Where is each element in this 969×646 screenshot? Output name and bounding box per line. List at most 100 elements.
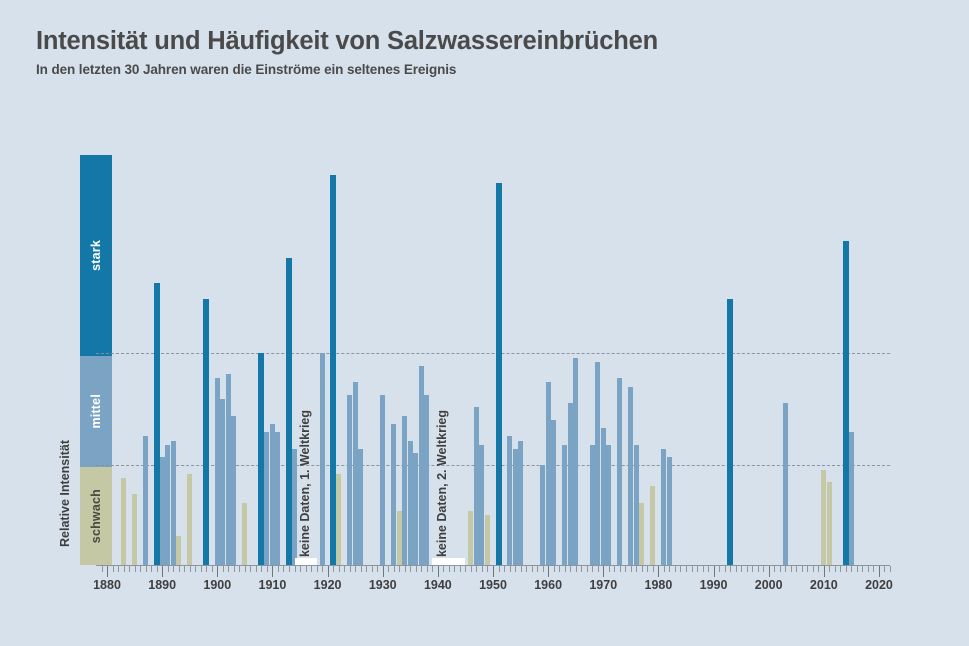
x-tick-1954 <box>515 566 517 572</box>
bar-1975 <box>628 386 634 565</box>
bar-1961 <box>551 419 557 565</box>
x-tick-1904 <box>239 566 241 572</box>
x-tick-1917 <box>311 566 313 572</box>
x-tick-2007 <box>807 566 809 572</box>
bar-1979 <box>650 486 656 565</box>
bar-1893 <box>176 535 182 565</box>
x-tick-2013 <box>840 566 842 572</box>
x-axis-line <box>96 565 890 566</box>
x-tick-1883 <box>123 566 125 572</box>
x-tick-1910 <box>272 566 274 577</box>
y-axis-title: Relative Intensität <box>58 440 72 547</box>
x-tick-1900 <box>217 566 219 577</box>
x-tick-1962 <box>559 566 561 572</box>
bar-1949 <box>484 515 490 565</box>
bar-2015 <box>848 432 854 565</box>
x-tick-1897 <box>200 566 202 572</box>
x-tick-1969 <box>597 566 599 572</box>
x-tick-1908 <box>261 566 263 572</box>
x-tick-1983 <box>674 566 676 572</box>
bar-1909 <box>264 432 270 565</box>
x-tick-1907 <box>255 566 257 572</box>
x-tick-1880 <box>107 566 109 577</box>
bar-2011 <box>826 482 832 565</box>
x-tick-1966 <box>581 566 583 572</box>
x-axis-label-1880: 1880 <box>93 578 121 592</box>
bar-1976 <box>633 444 639 565</box>
bar-1965 <box>573 357 579 565</box>
annotation-world-war-1: keine Daten, 1. Weltkrieg <box>297 409 312 557</box>
x-tick-1929 <box>377 566 379 572</box>
x-tick-2012 <box>834 566 836 572</box>
x-tick-1930 <box>382 566 384 577</box>
bar-1908 <box>258 353 265 565</box>
x-tick-1916 <box>305 566 307 572</box>
bar-1925 <box>352 382 358 565</box>
x-tick-1912 <box>283 566 285 572</box>
x-tick-1914 <box>294 566 296 572</box>
x-tick-2015 <box>851 566 853 572</box>
x-tick-1956 <box>526 566 528 572</box>
x-tick-1970 <box>603 566 605 577</box>
x-tick-1933 <box>399 566 401 572</box>
bar-1969 <box>595 361 601 565</box>
bar-1993 <box>727 299 734 565</box>
x-tick-2011 <box>829 566 831 572</box>
bar-1964 <box>567 403 573 565</box>
page-title: Intensität und Häufigkeit von Salzwasser… <box>36 27 658 55</box>
bar-1919 <box>319 353 325 565</box>
x-tick-1950 <box>493 566 494 577</box>
x-tick-1891 <box>167 566 169 572</box>
bar-1911 <box>275 432 281 565</box>
x-tick-1940 <box>437 566 439 577</box>
x-tick-2004 <box>790 566 792 572</box>
x-tick-2009 <box>818 566 820 572</box>
x-tick-1884 <box>129 566 131 572</box>
x-tick-1888 <box>151 566 153 572</box>
x-tick-1901 <box>222 566 224 572</box>
bar-1960 <box>545 382 551 565</box>
x-axis-label-1900: 1900 <box>203 578 232 592</box>
bar-1932 <box>391 423 397 565</box>
bar-1910 <box>269 423 275 565</box>
x-tick-2002 <box>779 566 781 572</box>
bar-1883 <box>121 477 127 565</box>
bar-1880 <box>104 552 110 565</box>
bar-1947 <box>473 407 479 565</box>
bar-1946 <box>468 511 474 565</box>
x-tick-1972 <box>614 566 616 572</box>
x-tick-1890 <box>162 566 164 577</box>
bar-1938 <box>424 394 430 565</box>
x-tick-2005 <box>796 566 798 572</box>
x-tick-1896 <box>195 566 197 572</box>
x-tick-1977 <box>641 566 643 572</box>
x-tick-2008 <box>812 566 814 572</box>
bar-1900 <box>214 378 220 565</box>
x-tick-2001 <box>774 566 776 572</box>
x-tick-1887 <box>145 566 147 572</box>
bar-1905 <box>242 502 248 565</box>
x-axis-label-1940: 1940 <box>423 578 452 592</box>
x-tick-2000 <box>768 566 770 577</box>
x-tick-1958 <box>537 566 539 572</box>
bar-1953 <box>507 436 513 565</box>
bar-1924 <box>347 394 353 565</box>
x-tick-1998 <box>757 566 759 572</box>
annotation-world-war-2: keine Daten, 2. Weltkrieg <box>435 409 450 557</box>
x-tick-1964 <box>570 566 572 572</box>
x-tick-1939 <box>432 566 434 572</box>
bar-1973 <box>617 378 623 565</box>
x-tick-1932 <box>393 566 395 572</box>
bar-1963 <box>562 444 568 565</box>
x-tick-1920 <box>327 566 329 577</box>
gridline-schwach <box>96 465 890 467</box>
x-tick-2020 <box>878 566 880 577</box>
x-tick-1984 <box>680 566 682 572</box>
x-tick-1893 <box>178 566 180 572</box>
x-tick-1919 <box>322 566 324 572</box>
bar-1954 <box>512 448 518 565</box>
x-tick-1981 <box>663 566 665 572</box>
x-tick-1934 <box>404 566 406 572</box>
x-axis-label-2010: 2010 <box>809 578 838 592</box>
x-tick-1902 <box>228 566 230 572</box>
